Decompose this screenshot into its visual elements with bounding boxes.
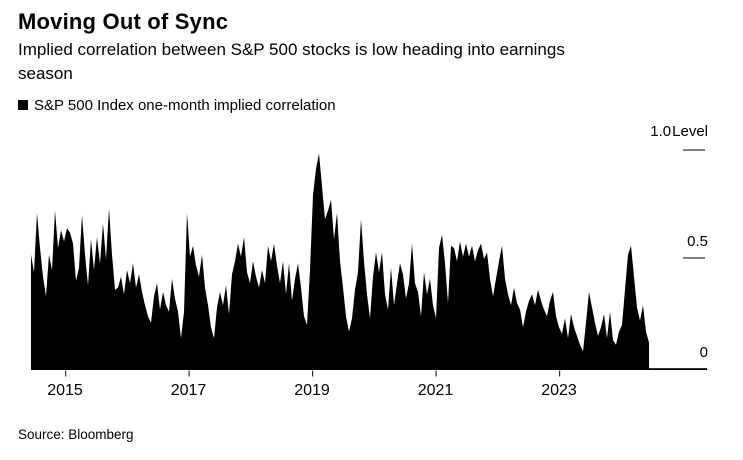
- legend-swatch-icon: [18, 100, 28, 110]
- x-axis-label-2023: 2023: [541, 382, 577, 399]
- y-tick-dash-1.0: [683, 149, 705, 151]
- x-tick-2019: [312, 370, 314, 377]
- y-tick-label-0: 0: [699, 344, 708, 361]
- x-tick-2015: [65, 370, 67, 377]
- x-axis-line: [31, 368, 707, 370]
- x-tick-2021: [435, 370, 437, 377]
- x-tick-2023: [559, 370, 561, 377]
- y-tick-label-0.5: 0.5: [687, 233, 708, 250]
- y-axis-top-label: 1.0 Level: [650, 123, 708, 140]
- source-credit: Source: Bloomberg: [18, 427, 134, 442]
- y-axis-unit-label: Level: [672, 123, 708, 140]
- x-axis-label-2019: 2019: [294, 382, 330, 399]
- chart-subtitle-line1: Implied correlation between S&P 500 stoc…: [18, 40, 565, 59]
- chart-title: Moving Out of Sync: [18, 9, 229, 34]
- x-tick-2017: [188, 370, 190, 377]
- x-axis-label-2017: 2017: [170, 382, 207, 399]
- implied-correlation-area-chart: [31, 153, 707, 377]
- y-tick-dash-0.5: [683, 257, 705, 259]
- x-axis-label-2015: 2015: [47, 382, 83, 399]
- y-tick-label-1.0: 1.0: [650, 123, 672, 140]
- legend: S&P 500 Index one-month implied correlat…: [18, 96, 336, 114]
- chart-subtitle-line2: season: [18, 64, 73, 83]
- x-axis-label-2021: 2021: [417, 382, 454, 399]
- area-series: [31, 153, 649, 370]
- legend-label: S&P 500 Index one-month implied correlat…: [34, 96, 336, 114]
- chart-subtitle: Implied correlation between S&P 500 stoc…: [18, 38, 565, 86]
